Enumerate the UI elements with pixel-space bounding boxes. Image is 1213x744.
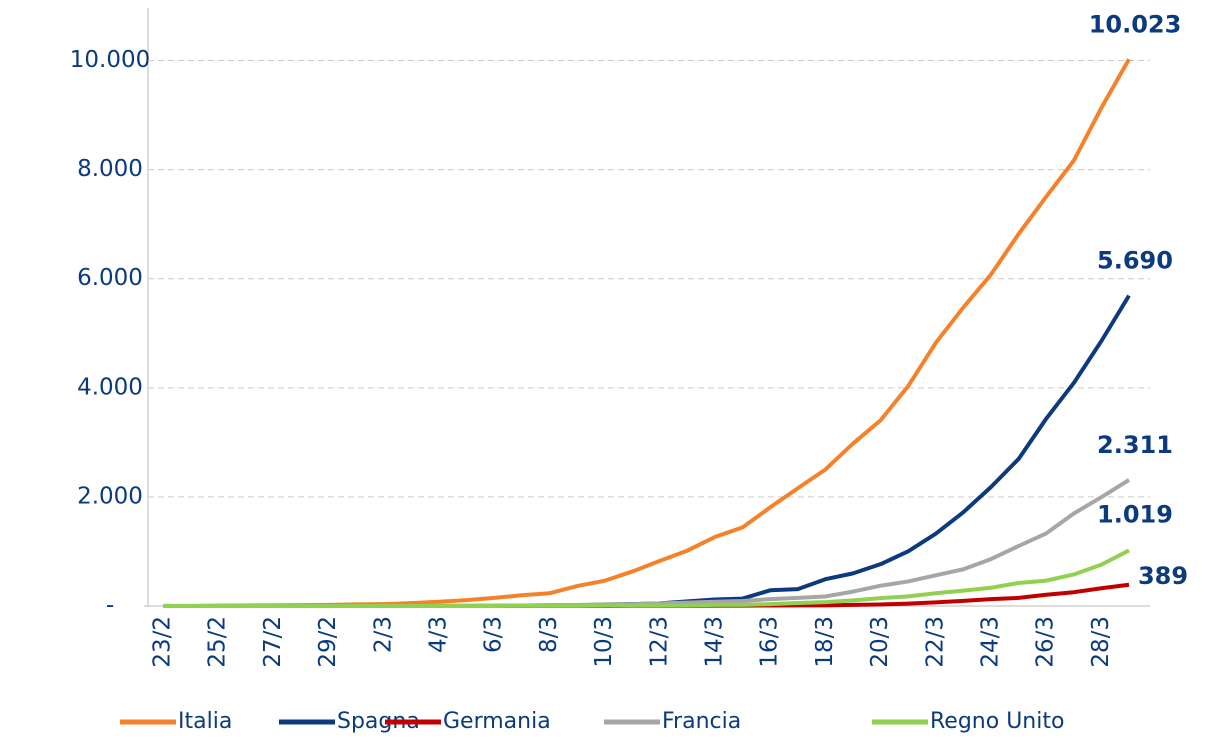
- data-label: 389: [1138, 562, 1188, 590]
- x-tick-label: 28/3: [1088, 616, 1114, 668]
- x-tick-label: 25/2: [205, 616, 231, 668]
- y-tick-label: -: [106, 593, 114, 619]
- legend-label: Italia: [178, 709, 232, 734]
- x-tick-label: 6/3: [481, 616, 507, 653]
- x-tick-label: 8/3: [536, 616, 562, 653]
- x-tick-label: 14/3: [702, 616, 728, 668]
- x-tick-label: 24/3: [978, 616, 1004, 668]
- x-tick-label: 27/2: [260, 616, 286, 668]
- x-tick-label: 2/3: [370, 616, 396, 653]
- series-line: [162, 58, 1131, 608]
- data-label: 10.023: [1089, 10, 1182, 38]
- x-tick-label: 10/3: [591, 616, 617, 668]
- x-tick-label: 23/2: [150, 616, 176, 668]
- data-label: 2.311: [1097, 431, 1173, 459]
- y-tick-label: 8.000: [77, 156, 143, 182]
- series-line: [163, 294, 1131, 608]
- data-label: 1.019: [1097, 500, 1173, 528]
- y-tick-label: 2.000: [77, 483, 143, 509]
- y-tick-label: 10.000: [70, 47, 150, 73]
- x-tick-label: 18/3: [812, 616, 838, 668]
- x-tick-label: 12/3: [646, 616, 672, 668]
- y-tick-label: 6.000: [77, 265, 143, 291]
- legend-label: Germania: [443, 709, 551, 734]
- x-tick-label: 20/3: [867, 616, 893, 668]
- data-label: 5.690: [1097, 247, 1173, 275]
- series-line: [163, 548, 1130, 608]
- legend-label: Francia: [662, 709, 741, 734]
- y-tick-label: 4.000: [77, 374, 143, 400]
- x-tick-label: 4/3: [426, 616, 452, 653]
- x-tick-label: 16/3: [757, 616, 783, 668]
- x-tick-label: 26/3: [1033, 616, 1059, 668]
- x-tick-label: 22/3: [922, 616, 948, 668]
- legend-label: Regno Unito: [930, 709, 1064, 734]
- x-tick-label: 29/2: [315, 616, 341, 668]
